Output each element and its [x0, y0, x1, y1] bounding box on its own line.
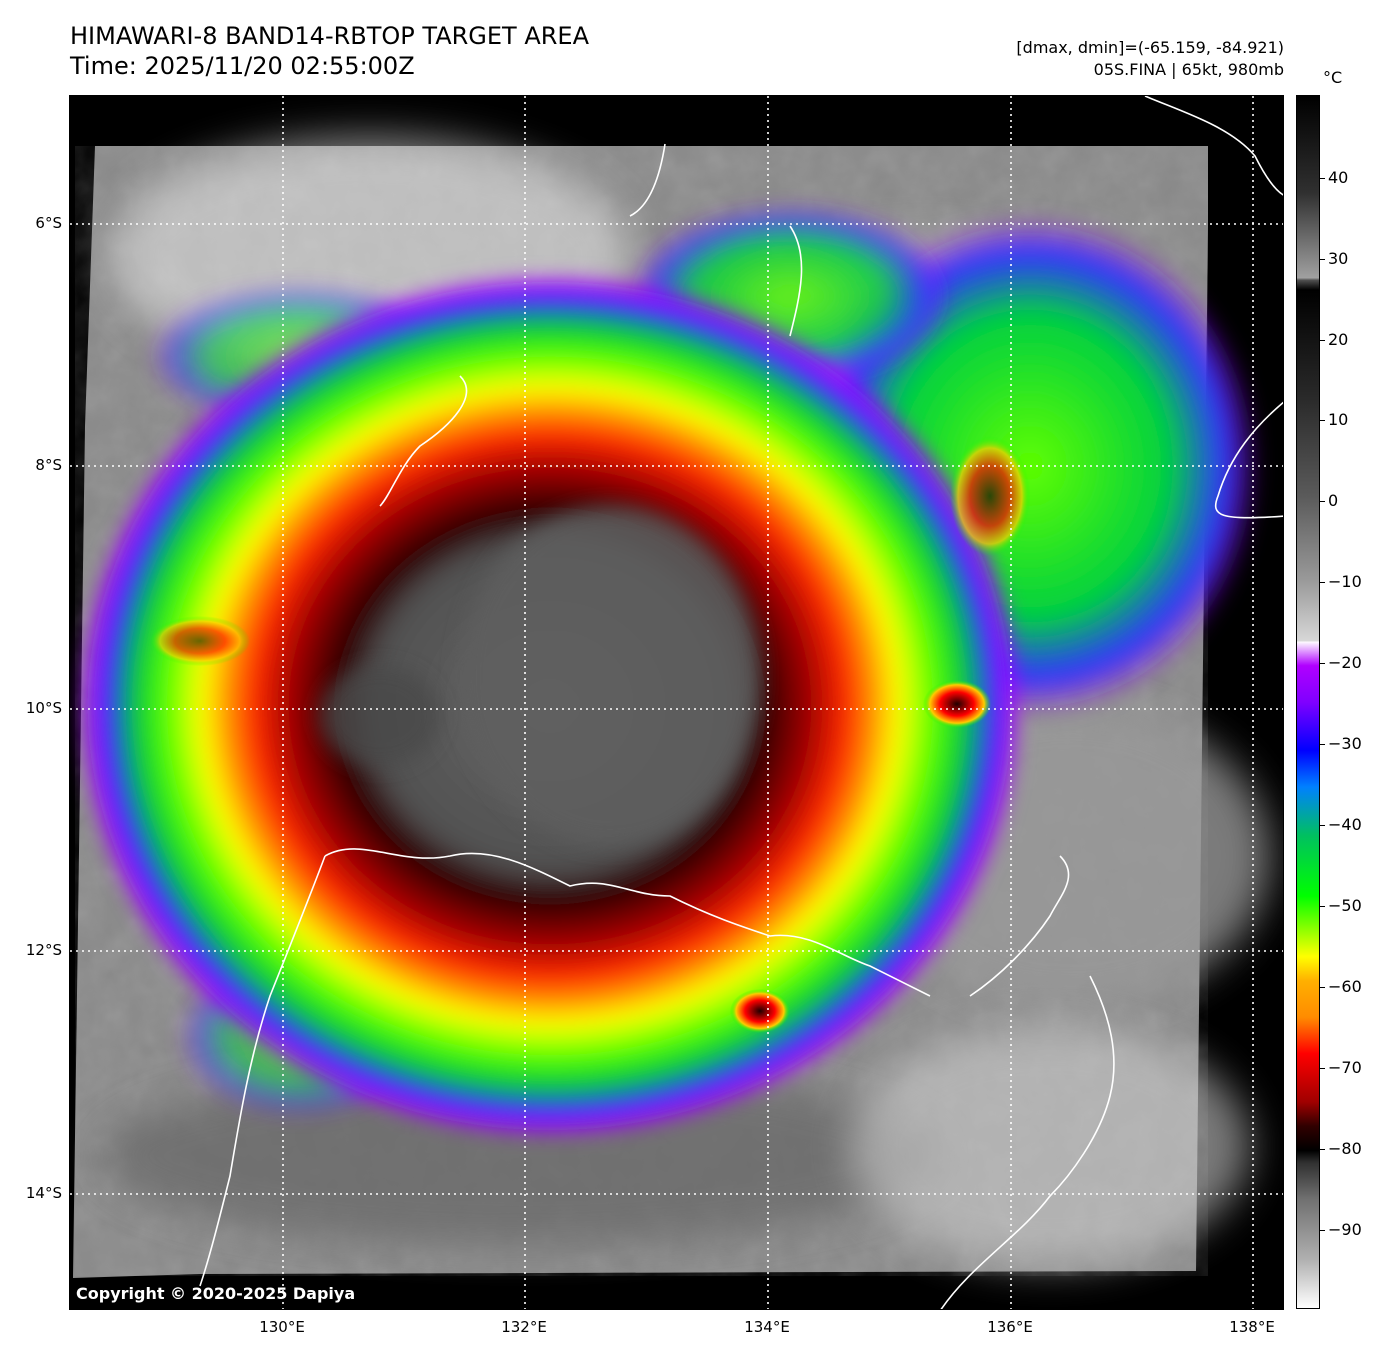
colorbar-label-minus-70: −70 [1328, 1058, 1362, 1077]
colorbar-tick [1320, 825, 1325, 826]
colorbar-tick [1320, 663, 1325, 664]
colorbar-label-40: 40 [1328, 168, 1349, 187]
colorbar-tick [1320, 340, 1325, 341]
storm-info-label: 05S.FINA | 65kt, 980mb [1093, 60, 1284, 79]
colorbar-tick [1320, 178, 1325, 179]
colorbar-label-minus-60: −60 [1328, 977, 1362, 996]
data-range-label: [dmax, dmin]=(-65.159, -84.921) [1016, 38, 1284, 57]
colorbar-label-minus-10: −10 [1328, 572, 1362, 591]
colorbar-tick [1320, 1230, 1325, 1231]
colorbar-tick [1320, 1149, 1325, 1150]
lat-label-10s: 10°S [25, 699, 62, 717]
title-line-1: HIMAWARI-8 BAND14-RBTOP TARGET AREA [70, 22, 590, 50]
colorbar-label-minus-30: −30 [1328, 734, 1362, 753]
colorbar-label-minus-50: −50 [1328, 896, 1362, 915]
colorbar-label-minus-80: −80 [1328, 1139, 1362, 1158]
colorbar-tick [1320, 1068, 1325, 1069]
title-line-2: Time: 2025/11/20 02:55:00Z [70, 52, 415, 80]
colorbar-label-10: 10 [1328, 410, 1349, 429]
colorbar-label-minus-20: −20 [1328, 653, 1362, 672]
lon-label-136e: 136°E [987, 1318, 1033, 1336]
cloud-layer [75, 136, 1270, 1276]
colorbar-label-minus-90: −90 [1328, 1220, 1362, 1239]
coastlines [199, 96, 1283, 1309]
colorbar-label-30: 30 [1328, 249, 1349, 268]
convective-cell [150, 616, 250, 666]
colorbar-label-20: 20 [1328, 330, 1349, 349]
lat-label-14s: 14°S [25, 1184, 62, 1202]
lon-label-130e: 130°E [259, 1318, 305, 1336]
lon-label-132e: 132°E [501, 1318, 547, 1336]
copyright-label: Copyright © 2020-2025 Dapiya [76, 1284, 356, 1303]
lat-label-6s: 6°S [35, 214, 62, 232]
lat-label-8s: 8°S [35, 456, 62, 474]
convective-cell [730, 989, 790, 1033]
convective-cell [950, 436, 1030, 556]
colorbar-tick [1320, 259, 1325, 260]
colorbar-tick [1320, 987, 1325, 988]
colorbar-unit: °C [1323, 68, 1343, 87]
convective-cell [923, 680, 991, 728]
cold-core [460, 506, 760, 846]
lon-label-138e: 138°E [1229, 1318, 1275, 1336]
colorbar-tick [1320, 906, 1325, 907]
colorbar-label-minus-40: −40 [1328, 815, 1362, 834]
colorbar-tick [1320, 582, 1325, 583]
satellite-image [70, 96, 1283, 1309]
satellite-map [69, 95, 1284, 1310]
colorbar-tick [1320, 501, 1325, 502]
colorbar [1296, 95, 1320, 1309]
graticule [70, 96, 1283, 1309]
lat-label-12s: 12°S [25, 941, 62, 959]
lon-label-134e: 134°E [744, 1318, 790, 1336]
colorbar-label-0: 0 [1328, 491, 1339, 510]
colorbar-tick [1320, 744, 1325, 745]
colorbar-tick [1320, 420, 1325, 421]
